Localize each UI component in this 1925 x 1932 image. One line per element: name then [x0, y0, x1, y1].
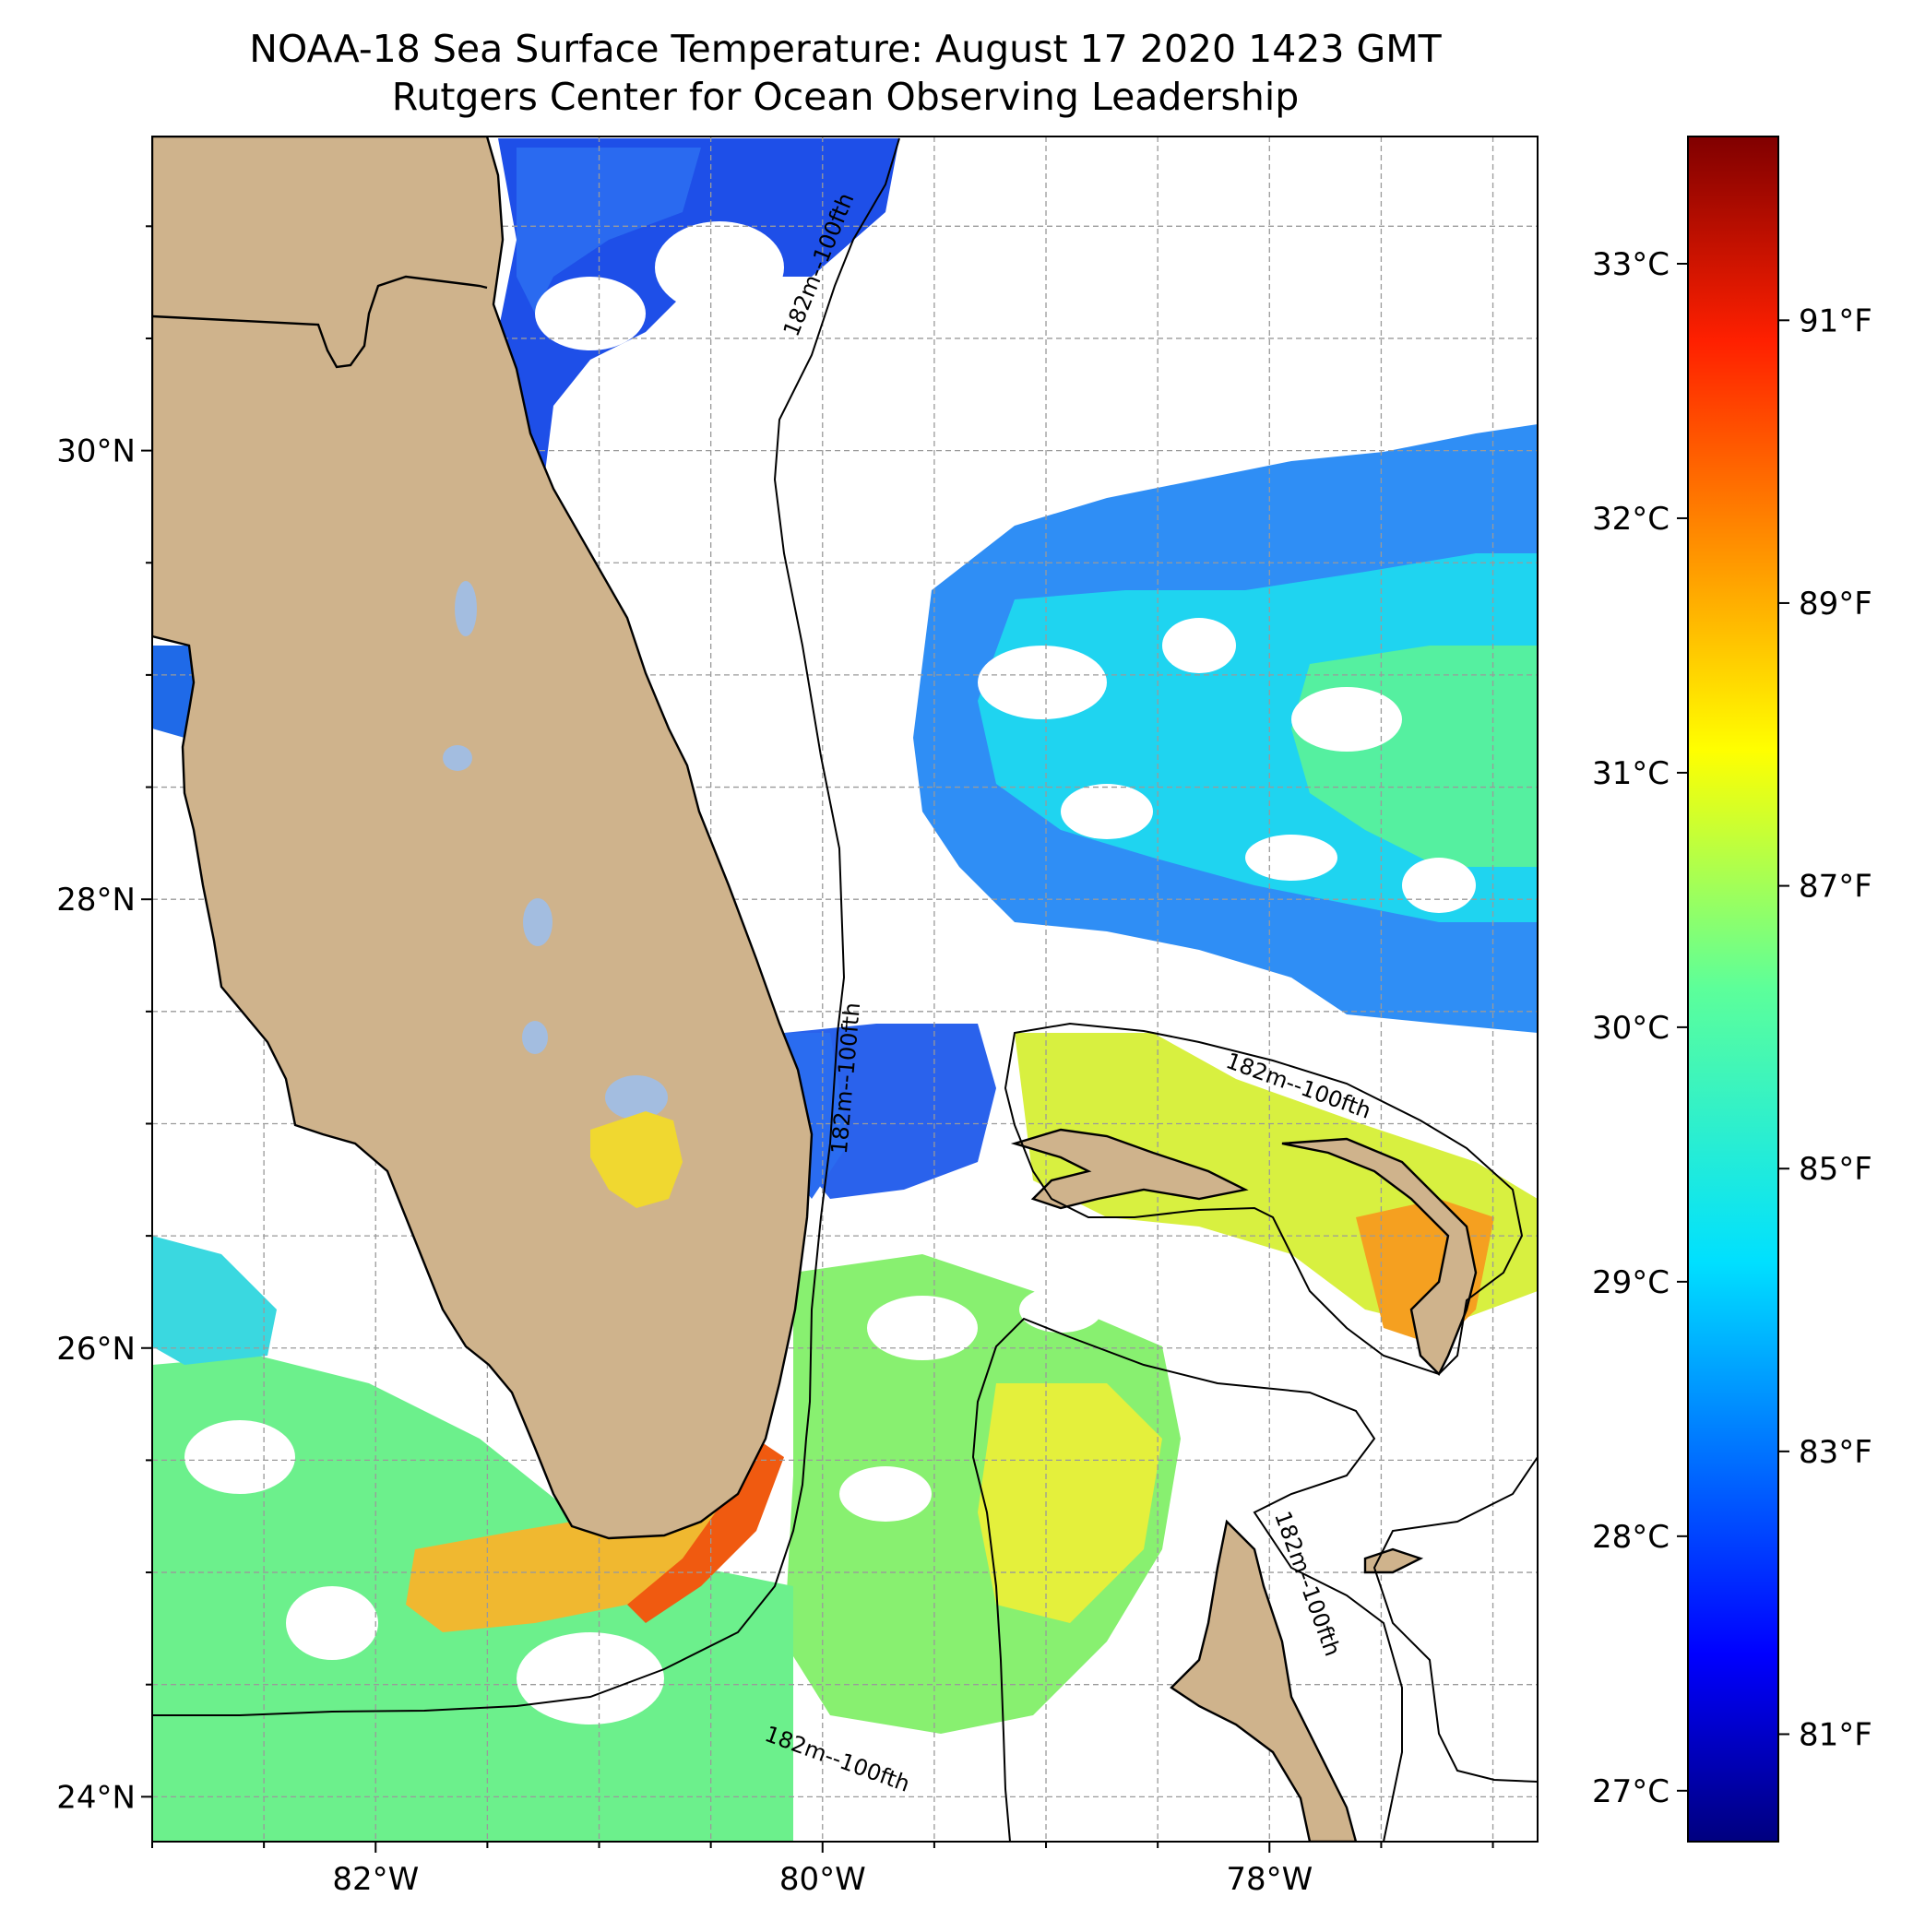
colorbar-gradient: [1687, 136, 1779, 1843]
grand-bahama: [1010, 1128, 1249, 1210]
lon-tick-label: 80°W: [779, 1861, 866, 1898]
lon-tick-label: 82°W: [332, 1861, 419, 1898]
colorbar-ticks: 27°C 28°C 29°C 30°C 31°C 32°C 33°C 81°F 83°F 85°F…: [1592, 246, 1872, 1810]
fahrenheit-tick-label: 81°F: [1799, 1716, 1872, 1753]
sst-patch-keys-red: [627, 1439, 784, 1623]
lake-okeechobee: [605, 1075, 668, 1120]
lat-tick-label: 24°N: [56, 1779, 136, 1816]
map-frame: [151, 136, 1539, 1843]
map-title: NOAA-18 Sea Surface Temperature: August …: [249, 27, 1442, 71]
sst-patch-west-gulf: [152, 1236, 277, 1365]
okeechobee-sst: [590, 1111, 683, 1208]
fahrenheit-tick-label: 91°F: [1799, 302, 1872, 339]
fahrenheit-tick-label: 87°F: [1799, 869, 1872, 906]
fahrenheit-tick-label: 83°F: [1799, 1434, 1872, 1471]
isobath-little-bahama-bank: [1004, 1022, 1524, 1376]
isobath-contours: [152, 137, 1538, 1842]
celsius-tick-label: 27°C: [1592, 1773, 1670, 1810]
lat-tick-label: 30°N: [56, 433, 136, 470]
celsius-tick-label: 30°C: [1592, 1010, 1670, 1047]
celsius-tick-label: 33°C: [1592, 246, 1670, 283]
isobath-east-florida: [152, 137, 900, 1716]
lake-2: [523, 898, 553, 946]
celsius-tick-label: 29°C: [1592, 1264, 1670, 1301]
state-border: [151, 275, 488, 369]
fahrenheit-tick-label: 85°F: [1799, 1151, 1872, 1188]
berry-islands: [1363, 1547, 1424, 1574]
isobath-east-bank: [1372, 1456, 1538, 1783]
fahrenheit-tick-label: 89°F: [1799, 586, 1872, 622]
lake-3: [522, 1021, 548, 1054]
sst-patch-straits-yellow: [978, 1383, 1162, 1623]
map-subtitle: Rutgers Center for Ocean Observing Leade…: [391, 75, 1300, 119]
map-ticks: 82°W 80°W 78°W 30°N 28°N 26°N 24°N: [56, 225, 1494, 1898]
lake-4: [455, 581, 477, 636]
colorbar: 27°C 28°C 29°C 30°C 31°C 32°C 33°C 81°F 83°F 85°F…: [1592, 136, 1872, 1843]
celsius-tick-label: 31°C: [1592, 755, 1670, 792]
celsius-tick-label: 28°C: [1592, 1519, 1670, 1556]
celsius-tick-label: 32°C: [1592, 501, 1670, 538]
andros: [1170, 1519, 1358, 1842]
lake-1: [443, 745, 472, 771]
isobath-great-bahama-bank: [971, 1317, 1403, 1842]
sst-field: [152, 138, 1538, 1842]
lon-tick-label: 78°W: [1226, 1861, 1313, 1898]
sst-patch-north-blue-2: [517, 148, 701, 314]
lat-tick-label: 28°N: [56, 882, 136, 919]
lat-tick-label: 26°N: [56, 1331, 136, 1368]
lakes: [443, 581, 668, 1120]
